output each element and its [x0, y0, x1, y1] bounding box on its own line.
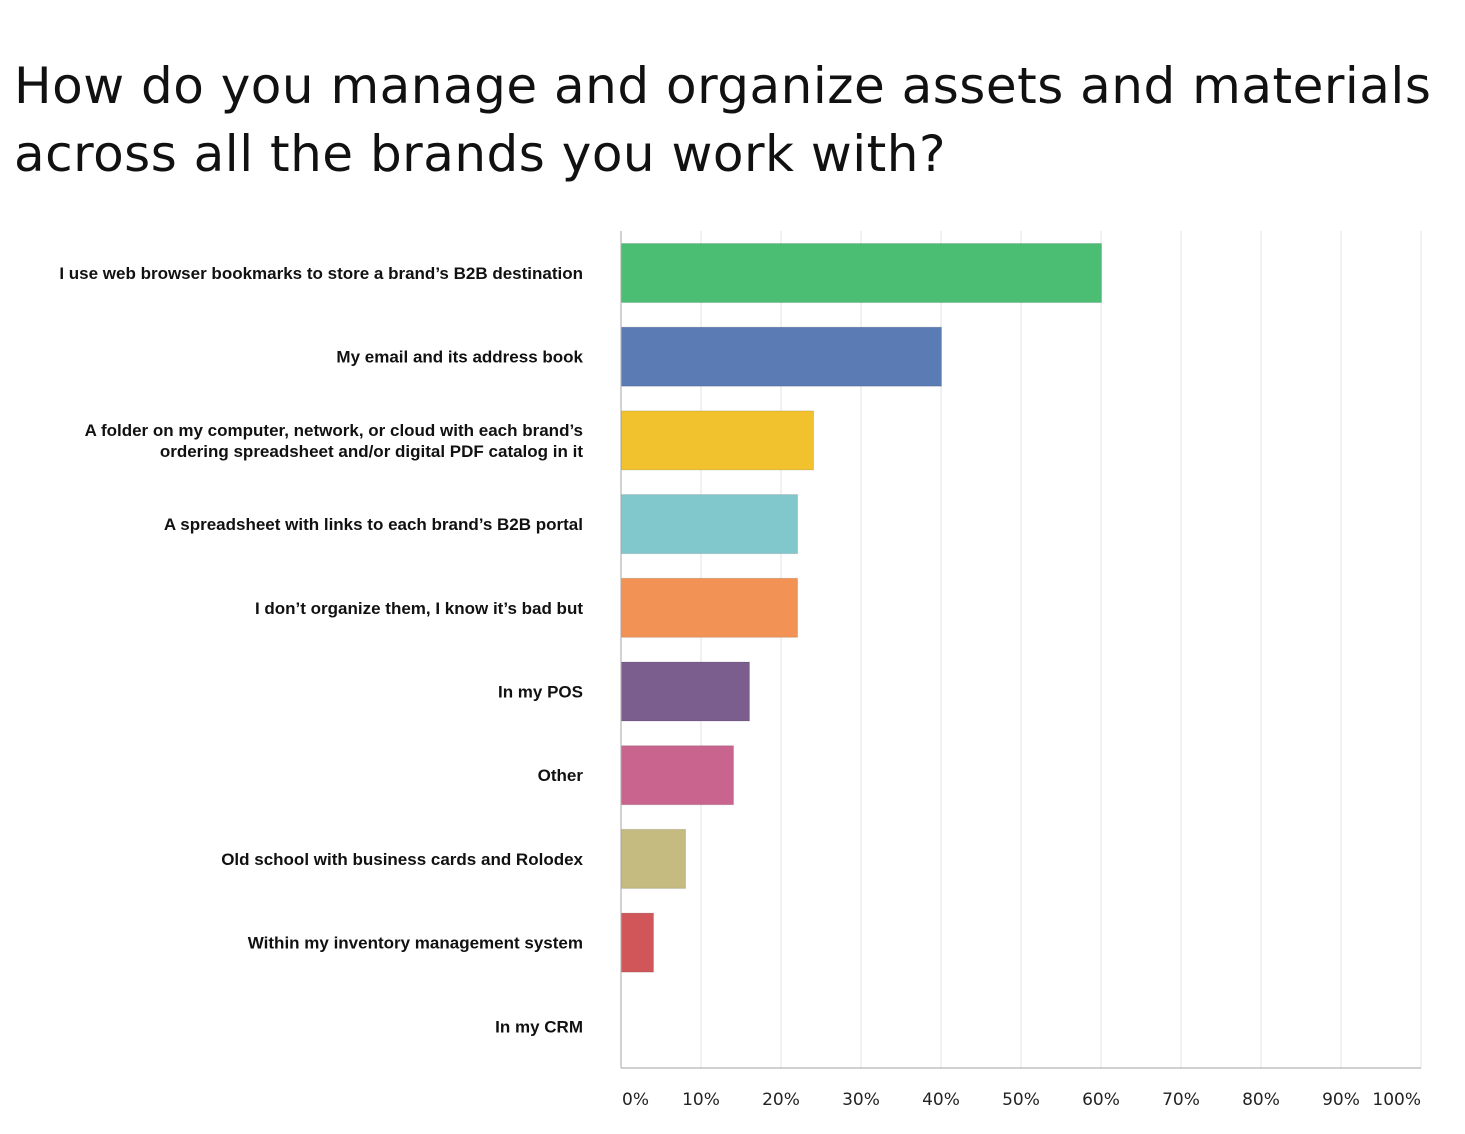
- category-label: In my POS: [498, 683, 583, 702]
- bar: My email and its address book: 40%: [621, 326, 942, 387]
- bar: In my POS: 16%: [621, 661, 750, 722]
- bar: Other: 14%: [621, 745, 734, 806]
- category-label: I use web browser bookmarks to store a b…: [59, 264, 583, 283]
- category-label: I don’t organize them, I know it’s bad b…: [255, 599, 583, 618]
- bar: Within my inventory management system: 4…: [621, 912, 654, 973]
- x-tick-label: 30%: [842, 1090, 880, 1110]
- bar: A spreadsheet with links to each brand’s…: [621, 494, 798, 555]
- chart-title: How do you manage and organize assets an…: [14, 57, 1432, 183]
- x-tick-label: 80%: [1242, 1090, 1280, 1110]
- x-tick-labels: 0% 10% 20% 30% 40% 50% 60% 70% 80% 90% 100%: [622, 1090, 1421, 1110]
- category-label: Other: [538, 766, 584, 785]
- x-tick-label: 60%: [1082, 1090, 1120, 1110]
- category-label: A spreadsheet with links to each brand’s…: [164, 515, 583, 534]
- bar: I don’t organize them, I know it’s bad b…: [621, 577, 798, 638]
- x-tick-label: 90%: [1322, 1090, 1360, 1110]
- x-tick-label: 40%: [922, 1090, 960, 1110]
- x-tick-label: 50%: [1002, 1090, 1040, 1110]
- x-tick-label: 0%: [622, 1090, 649, 1110]
- x-tick-label: 70%: [1162, 1090, 1200, 1110]
- x-tick-label: 10%: [682, 1090, 720, 1110]
- x-tick-label: 20%: [762, 1090, 800, 1110]
- category-label: Within my inventory management system: [248, 934, 583, 953]
- gridlines: [700, 231, 1422, 1068]
- category-labels: I use web browser bookmarks to store a b…: [59, 264, 583, 1036]
- category-label: A folder on my computer, network, or clo…: [85, 421, 584, 461]
- category-label: Old school with business cards and Rolod…: [221, 850, 583, 869]
- x-tick-label: 100%: [1372, 1090, 1421, 1110]
- bar: I use web browser bookmarks to store a b…: [621, 243, 1102, 303]
- axes: [620, 231, 1421, 1069]
- bar: A folder on my computer, network, or clo…: [621, 410, 814, 471]
- category-label: My email and its address book: [336, 348, 583, 367]
- category-label: In my CRM: [495, 1017, 583, 1036]
- bar: Old school with business cards and Rolod…: [621, 828, 686, 889]
- bars: I use web browser bookmarks to store a b…: [621, 243, 1102, 973]
